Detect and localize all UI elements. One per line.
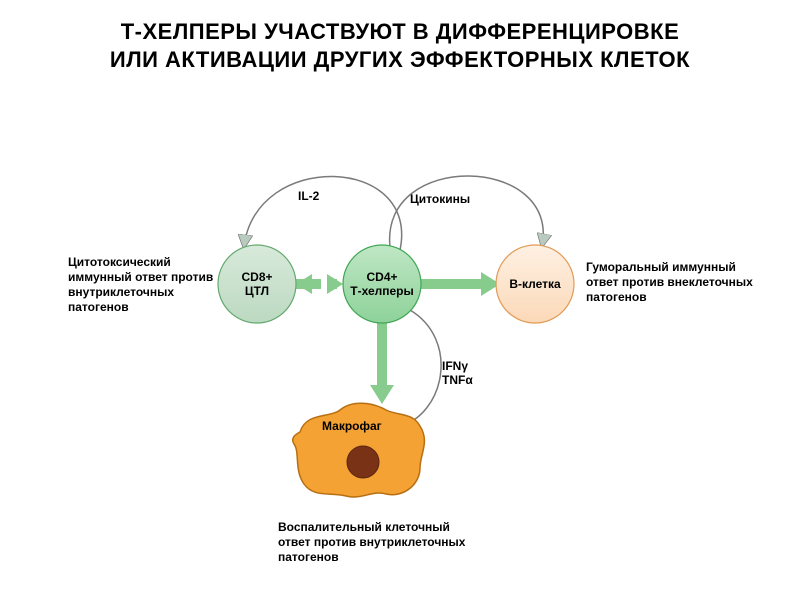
desc-cytotoxic: Цитотоксический иммунный ответ против вн… xyxy=(68,255,223,315)
macrophage-shape xyxy=(293,403,425,497)
label-ifn-tnf: IFNγ TNFα xyxy=(442,360,473,388)
curve-cytokines xyxy=(390,176,544,247)
node-cd4-label: CD4+ Т-хелперы xyxy=(350,270,414,298)
desc-inflammatory: Воспалительный клеточный ответ против вн… xyxy=(278,520,518,565)
curve-ifn-tnf xyxy=(398,310,441,427)
node-bcell-label: В-клетка xyxy=(509,277,560,291)
curve-il2 xyxy=(244,176,402,250)
node-cd8: CD8+ ЦТЛ xyxy=(218,245,296,323)
desc-humoral: Гуморальный иммунный ответ против внекле… xyxy=(586,260,786,305)
node-cd8-label: CD8+ ЦТЛ xyxy=(241,270,272,298)
diagram-title: Т-ХЕЛПЕРЫ УЧАСТВУЮТ В ДИФФЕРЕНЦИРОВКЕ ИЛ… xyxy=(0,18,800,73)
node-bcell: В-клетка xyxy=(496,245,574,323)
node-cd4: CD4+ Т-хелперы xyxy=(343,245,421,323)
title-line2: ИЛИ АКТИВАЦИИ ДРУГИХ ЭФФЕКТОРНЫХ КЛЕТОК xyxy=(0,46,800,74)
arrow-cd4-to-bcell xyxy=(421,272,500,296)
arrow-cd4-to-macrophage xyxy=(370,323,394,404)
title-line1: Т-ХЕЛПЕРЫ УЧАСТВУЮТ В ДИФФЕРЕНЦИРОВКЕ xyxy=(0,18,800,46)
label-cytokines: Цитокины xyxy=(410,193,470,207)
label-il2: IL-2 xyxy=(298,190,319,204)
macrophage-label: Макрофаг xyxy=(322,420,382,434)
arrow-cd4-to-cd8 xyxy=(296,274,343,294)
